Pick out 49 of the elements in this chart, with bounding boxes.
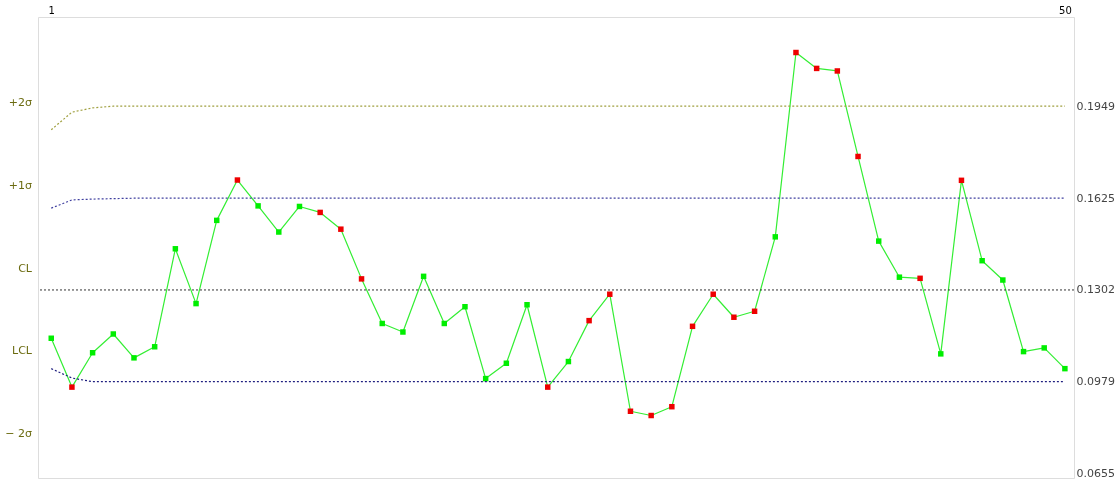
text: +1σ	[8, 178, 33, 192]
point	[648, 412, 654, 419]
point	[938, 351, 944, 357]
point	[855, 153, 861, 160]
point	[358, 276, 365, 282]
y-tick-label: 0.1625	[1076, 191, 1115, 205]
text: − 2σ	[5, 427, 33, 441]
point	[234, 177, 241, 183]
point	[793, 49, 799, 56]
point	[255, 203, 261, 209]
point	[110, 331, 117, 337]
point	[586, 317, 592, 324]
text: CL	[18, 261, 33, 275]
point	[69, 384, 75, 390]
point	[193, 300, 199, 307]
point	[1000, 277, 1006, 283]
point	[400, 329, 406, 335]
point	[875, 238, 882, 244]
line-series	[50, 197, 1066, 209]
x-tick-label: 50	[1059, 4, 1072, 16]
text: LCL	[12, 344, 33, 358]
point	[276, 229, 282, 235]
point	[710, 291, 716, 297]
point	[772, 234, 779, 240]
text: +2σ	[8, 96, 33, 109]
point	[544, 384, 551, 390]
point	[338, 226, 344, 232]
point	[524, 302, 530, 308]
point	[607, 291, 613, 297]
point	[979, 257, 985, 264]
line-series	[50, 105, 1066, 131]
point	[1041, 345, 1047, 351]
y-tick-label: 0.0979	[1076, 375, 1115, 389]
point	[1062, 365, 1068, 372]
point	[172, 246, 179, 252]
point	[379, 320, 385, 327]
y-tick-label: 0.1949	[1076, 99, 1115, 113]
y-tick-label: 0.1302	[1076, 283, 1115, 297]
point	[896, 274, 903, 280]
point	[669, 403, 675, 410]
point	[917, 275, 923, 282]
point	[462, 303, 468, 310]
point	[317, 209, 323, 216]
point	[151, 344, 158, 350]
point	[731, 314, 737, 320]
x-tick-label: 1	[48, 4, 55, 16]
point	[834, 68, 841, 74]
point	[131, 355, 137, 361]
y-tick-label: 0.0655	[1076, 467, 1115, 481]
